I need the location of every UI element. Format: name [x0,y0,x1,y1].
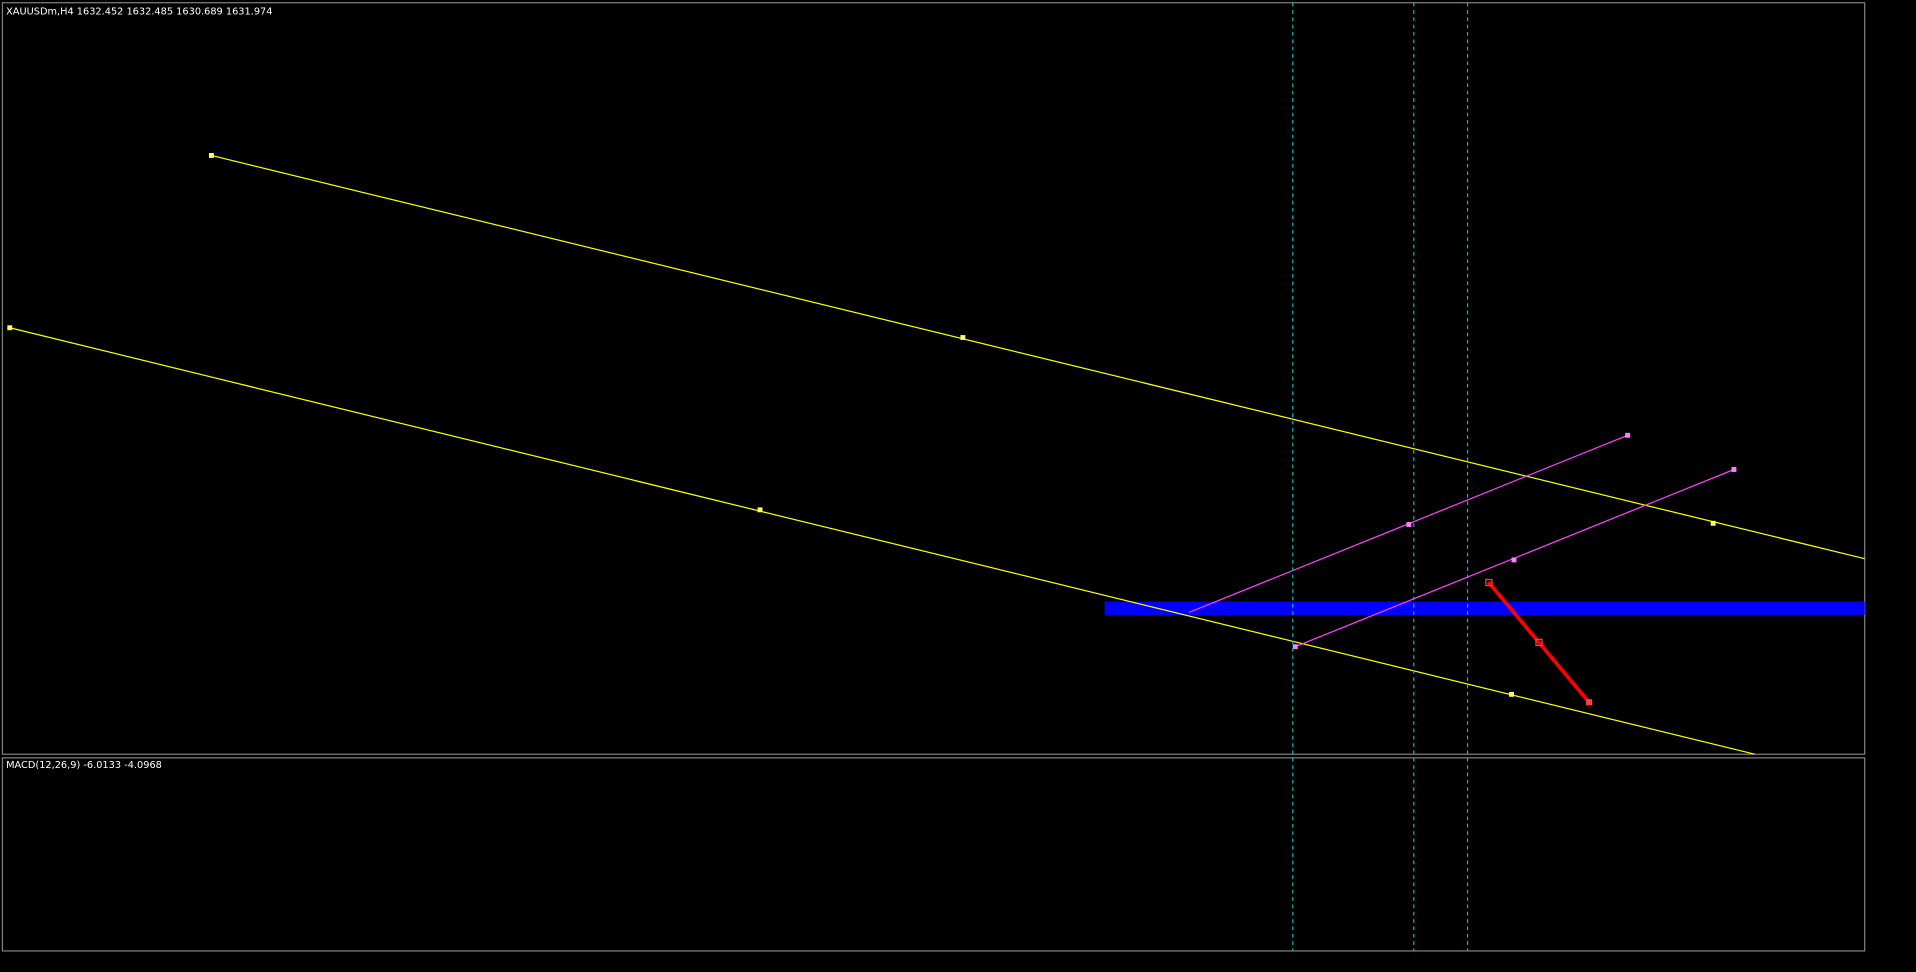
anchor [7,325,13,331]
arrow-line [1486,580,1590,703]
anchor [1625,432,1631,438]
forecast-arrow [1485,578,1593,706]
drawing-objects [7,2,1865,951]
anchor [1731,467,1737,472]
anchor [1535,638,1543,647]
anchor [757,507,763,513]
anchor [1406,522,1412,527]
anchor [1511,557,1517,563]
channel-lower [9,327,1755,755]
chart-title: XAUUSDm,H4 1632.452 1632.485 1630.689 16… [6,6,272,17]
channel-upper [211,154,1865,560]
macd-panel [1,757,1866,952]
anchor [1292,644,1298,650]
anchor [208,153,214,158]
anchor [1586,699,1593,706]
anchor [1509,691,1514,697]
anchor [1485,578,1493,587]
anchor [1710,520,1716,526]
main-panel [1,2,1866,755]
macd-title: MACD(12,26,9) -6.0133 -4.0968 [6,760,162,771]
support-zone [1104,601,1865,615]
anchor [960,335,966,340]
